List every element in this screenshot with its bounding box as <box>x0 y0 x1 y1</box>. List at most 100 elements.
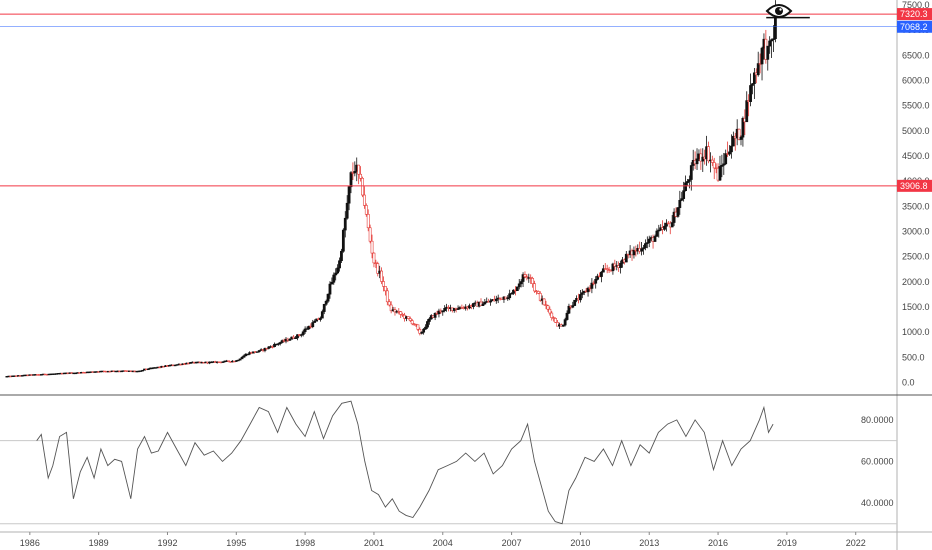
candle-body <box>299 334 303 336</box>
candle-body <box>353 171 357 174</box>
candle-body <box>573 299 577 306</box>
candle-body <box>238 358 242 361</box>
candle-body <box>288 338 292 341</box>
candle-body <box>657 229 661 232</box>
candle-body <box>240 357 244 360</box>
candle-body <box>320 311 324 319</box>
price-tick-label: 6000.0 <box>902 76 930 86</box>
candle-body <box>548 308 552 314</box>
candle-body <box>341 229 345 252</box>
price-level-tag-text: 7320.3 <box>900 9 928 19</box>
price-tick-label: 1500.0 <box>902 302 930 312</box>
candle-body <box>519 281 523 285</box>
candle-body <box>328 283 332 295</box>
candle-body <box>376 263 380 274</box>
price-tick-label: 6500.0 <box>902 50 930 60</box>
candle-body <box>326 293 330 302</box>
candle-body <box>301 331 305 335</box>
candle-body <box>307 325 311 329</box>
candle-body <box>362 194 366 206</box>
candle-body <box>426 321 429 328</box>
candle-body <box>471 303 475 308</box>
candle-body <box>294 337 297 339</box>
candle-body <box>242 355 246 358</box>
candle-body <box>774 18 777 40</box>
candle-body <box>393 309 397 313</box>
candle-body <box>385 290 389 303</box>
candle-body <box>303 328 307 333</box>
candle-body <box>389 304 393 312</box>
candle-body <box>565 312 569 320</box>
candle-body <box>273 343 276 347</box>
price-level-tag-text: 7068.2 <box>900 22 928 32</box>
candle-body <box>720 164 724 167</box>
price-tick-label: 3000.0 <box>902 226 930 236</box>
candle-body <box>680 198 684 201</box>
candle-body <box>737 128 741 140</box>
candle-body <box>536 291 540 294</box>
candle-body <box>676 207 680 217</box>
candle-body <box>663 225 666 230</box>
candle-body <box>330 281 334 285</box>
candle-body <box>257 350 261 352</box>
candle-body <box>542 298 546 306</box>
candle-body <box>441 310 445 313</box>
candle-body <box>751 83 754 86</box>
candle-body <box>221 361 225 363</box>
eye-icon[interactable] <box>765 1 793 21</box>
price-tick-label: 3500.0 <box>902 201 930 211</box>
candle-body <box>760 47 764 65</box>
candle-body <box>749 85 752 102</box>
candle-body <box>366 213 370 229</box>
candle-body <box>380 270 383 282</box>
candle-body <box>349 172 353 188</box>
candle-body <box>596 275 600 280</box>
candle-body <box>546 305 550 310</box>
candle-body <box>521 274 525 282</box>
oscillator-tick-label: 60.0000 <box>861 456 894 466</box>
time-tick-label: 2001 <box>364 538 384 548</box>
candle-body <box>619 263 622 268</box>
candle-body <box>263 347 267 351</box>
candle-body <box>422 328 426 333</box>
price-level-tag <box>897 8 932 21</box>
price-tick-label: 2000.0 <box>902 277 930 287</box>
time-tick-label: 1992 <box>157 538 177 548</box>
candle-body <box>707 146 710 162</box>
candle-body <box>443 307 447 311</box>
candle-body <box>642 247 645 250</box>
candle-body <box>456 308 460 310</box>
candle-body <box>332 274 336 283</box>
candle-body <box>745 100 749 123</box>
candle-body <box>255 351 259 353</box>
candle-body <box>236 359 240 362</box>
candle-body <box>364 205 368 215</box>
candle-body <box>632 249 636 256</box>
candle-body <box>739 136 743 140</box>
candle-body <box>730 145 733 153</box>
candle-body <box>640 248 643 252</box>
candle-body <box>336 267 340 274</box>
candle-body <box>710 159 714 163</box>
candle-body <box>424 326 427 330</box>
candle-body <box>695 158 699 165</box>
time-tick-label: 1995 <box>226 538 246 548</box>
candle-body <box>368 227 372 242</box>
candle-body <box>343 217 347 231</box>
candle-body <box>382 281 385 287</box>
candle-body <box>529 277 533 279</box>
time-tick-label: 2007 <box>502 538 522 548</box>
time-tick-label: 2019 <box>777 538 797 548</box>
candle-body <box>682 190 686 199</box>
candle-body <box>561 324 565 327</box>
candle-body <box>678 199 682 208</box>
candle-body <box>567 305 571 314</box>
candle-body <box>305 328 309 330</box>
candle-body <box>686 181 689 184</box>
candle-body <box>416 324 420 330</box>
candle-body <box>406 316 410 319</box>
candle-body <box>580 292 584 295</box>
price-level-tag-text: 3906.8 <box>900 181 928 191</box>
price-tick-label: 4500.0 <box>902 151 930 161</box>
